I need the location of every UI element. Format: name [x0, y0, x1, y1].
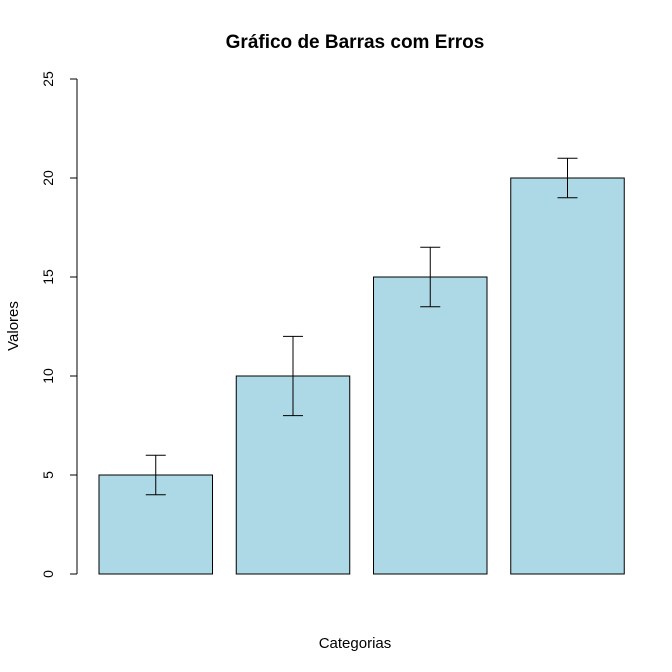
error-bars-group — [145, 157, 578, 496]
bar — [373, 276, 488, 575]
y-tick-label: 5 — [40, 471, 56, 479]
y-tick-label: 20 — [40, 170, 56, 186]
y-axis-label: Valores — [5, 301, 22, 351]
bar — [510, 177, 625, 575]
y-tick-label: 25 — [40, 71, 56, 87]
y-tick-label: 0 — [40, 570, 56, 578]
y-axis: 0 5 10 15 20 25 — [40, 71, 78, 578]
y-tick-label: 10 — [40, 368, 56, 384]
y-tick-label: 15 — [40, 269, 56, 285]
chart-title: Gráfico de Barras com Erros — [226, 32, 485, 53]
x-axis-label: Categorias — [319, 635, 392, 652]
bars-group — [98, 177, 625, 575]
